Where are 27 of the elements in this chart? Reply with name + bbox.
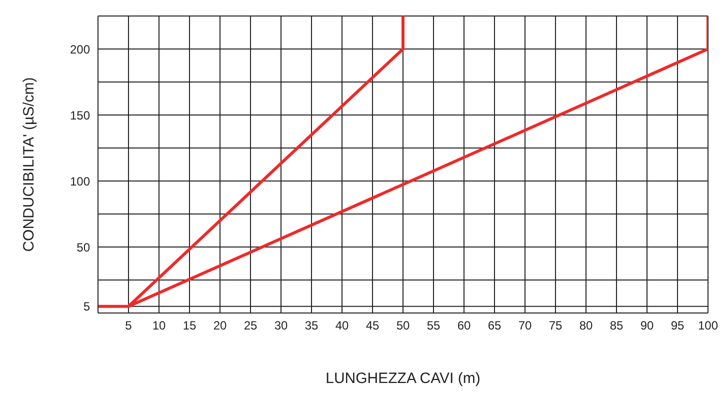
x-tick-label: 100 [698, 318, 718, 333]
x-tick-label: 15 [182, 318, 196, 333]
y-axis-title: CONDUCIBILITA' (µS/cm) [20, 77, 38, 252]
y-tick-label: 5 [83, 300, 90, 314]
x-tick-label: 95 [670, 318, 684, 333]
x-tick-label: 40 [335, 318, 349, 333]
x-tick-label: 10 [152, 318, 166, 333]
y-tick-label: 50 [76, 240, 90, 254]
x-tick-label: 90 [640, 318, 654, 333]
x-tick-label: 85 [610, 318, 624, 333]
x-tick-label: 75 [548, 318, 562, 333]
x-tick-label: 65 [488, 318, 502, 333]
y-tick-label: 200 [70, 42, 90, 56]
x-tick-label: 5 [125, 318, 132, 333]
y-tick-label: 100 [70, 174, 90, 188]
x-tick-label: 50 [396, 318, 410, 333]
x-tick-label: 25 [244, 318, 258, 333]
x-axis-title: LUNGHEZZA CAVI (m) [326, 370, 480, 387]
x-tick-label: 30 [274, 318, 288, 333]
x-tick-label: 35 [304, 318, 318, 333]
x-tick-label: 55 [426, 318, 440, 333]
x-tick-label: 80 [579, 318, 593, 333]
x-tick-label: 60 [457, 318, 471, 333]
y-tick-label: 150 [70, 108, 90, 122]
x-tick-label: 45 [366, 318, 380, 333]
x-tick-label: 70 [518, 318, 532, 333]
x-tick-label: 20 [213, 318, 227, 333]
